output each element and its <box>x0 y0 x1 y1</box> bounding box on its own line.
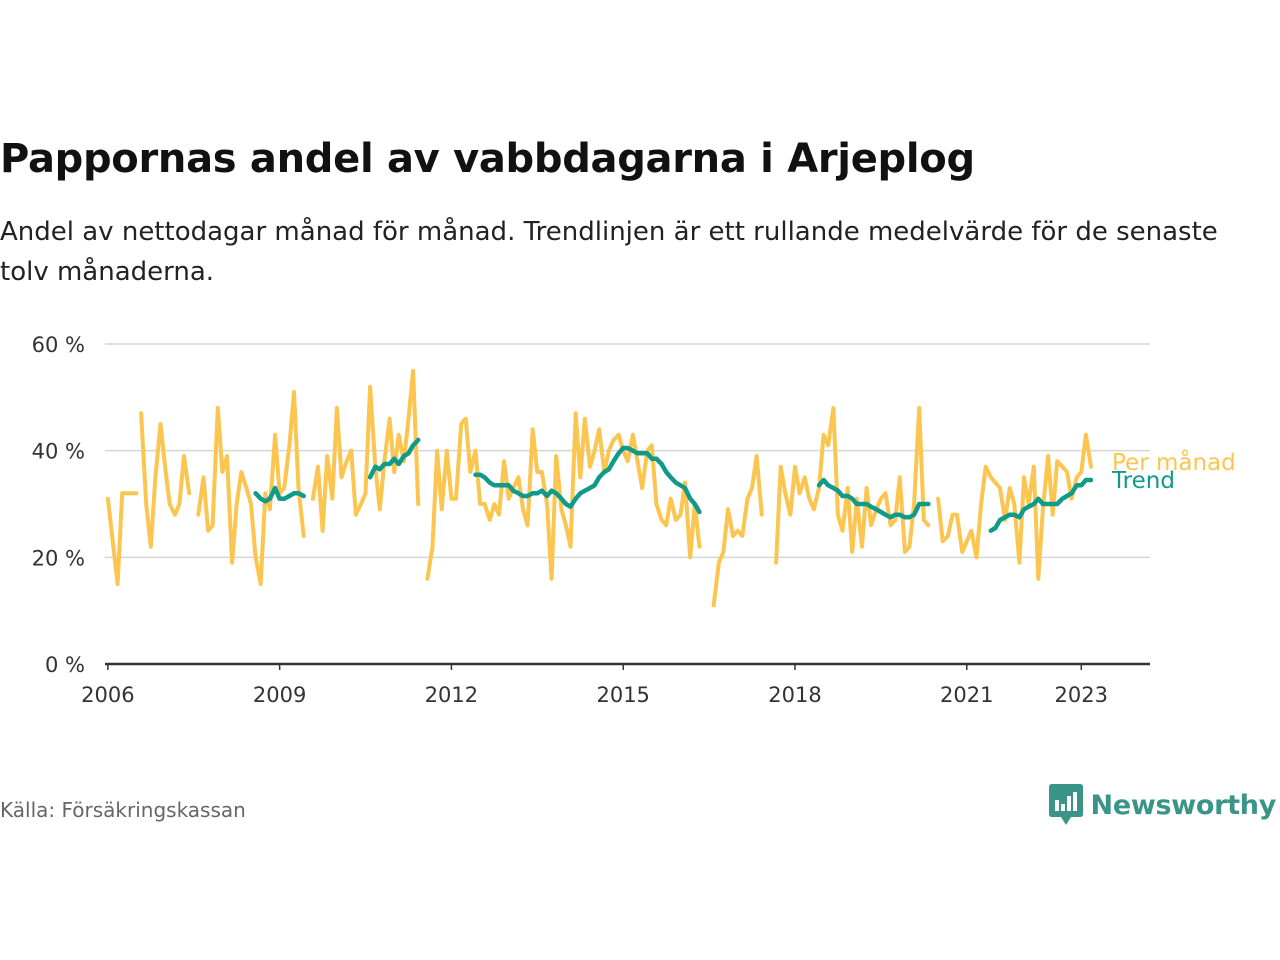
series-line-segment <box>774 406 931 565</box>
series-line-segment <box>711 454 764 608</box>
x-tick-label: 2006 <box>81 683 134 707</box>
series-line-segment <box>988 477 1094 533</box>
series-line-segment <box>816 477 931 520</box>
x-tick-label: 2009 <box>253 683 306 707</box>
series-layer <box>105 368 1094 608</box>
y-tick-label: 60 % <box>32 333 85 357</box>
series-line-segment <box>936 432 1093 581</box>
series-line-segment <box>253 485 306 504</box>
brand-name: Newsworthy <box>1090 789 1277 821</box>
source-note: Källa: Försäkringskassan <box>0 798 246 822</box>
series-per-manad <box>105 368 1093 608</box>
series-line-segment <box>473 445 702 515</box>
axis-layer: 0 % 20 % 40 % 60 % 2006 2009 2012 2015 2018 2021 2… <box>32 333 1150 707</box>
x-tick-label: 2021 <box>940 683 993 707</box>
series-line-segment <box>196 390 306 586</box>
brand-logo: Newsworthy <box>1048 784 1277 826</box>
series-trend <box>253 437 1094 533</box>
x-tick-label: 2012 <box>425 683 478 707</box>
x-tick-label: 2018 <box>768 683 821 707</box>
y-tick-label: 20 % <box>32 546 85 570</box>
newsworthy-logo-icon <box>1048 784 1083 825</box>
line-chart: 0 % 20 % 40 % 60 % 2006 2009 2012 2015 2018 2021 2… <box>32 333 1236 707</box>
series-line-segment <box>367 437 421 480</box>
series-label-trend: Trend <box>1111 468 1175 494</box>
chart-subtitle: Andel av nettodagar månad för månad. Tre… <box>0 217 1218 287</box>
y-tick-label: 0 % <box>45 653 85 677</box>
series-line-segment <box>310 368 421 533</box>
chart-title: Pappornas andel av vabbdagarna i Arjeplo… <box>0 136 975 182</box>
series-line-segment <box>425 411 702 581</box>
y-tick-label: 40 % <box>32 440 85 464</box>
series-line-segment <box>105 491 139 586</box>
x-tick-label: 2023 <box>1055 683 1108 707</box>
x-tick-label: 2015 <box>596 683 649 707</box>
series-label-per-manad: Per månad <box>1112 448 1236 476</box>
series-line-segment <box>139 411 192 549</box>
